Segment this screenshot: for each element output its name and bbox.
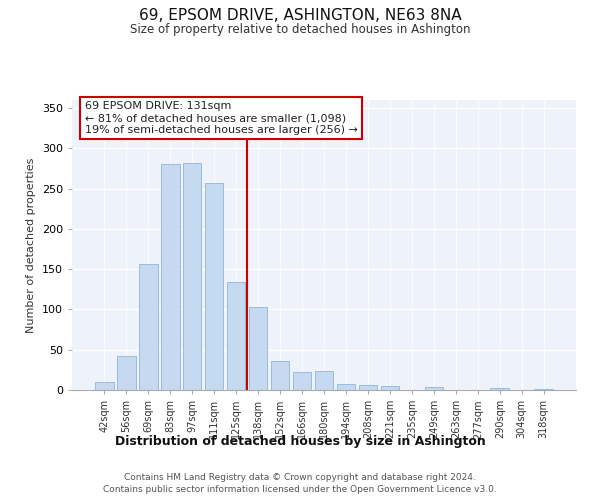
Bar — [380, 386, 399, 390]
Bar — [490, 388, 509, 390]
Text: Size of property relative to detached houses in Ashington: Size of property relative to detached ho… — [130, 22, 470, 36]
Bar — [183, 163, 202, 390]
Bar — [205, 183, 223, 390]
Text: Contains public sector information licensed under the Open Government Licence v3: Contains public sector information licen… — [103, 485, 497, 494]
Bar — [161, 164, 179, 390]
Bar — [95, 382, 113, 390]
Bar — [227, 282, 245, 390]
Bar — [139, 264, 158, 390]
Bar — [535, 389, 553, 390]
Bar — [271, 361, 289, 390]
Bar — [359, 385, 377, 390]
Bar — [425, 387, 443, 390]
Text: Contains HM Land Registry data © Crown copyright and database right 2024.: Contains HM Land Registry data © Crown c… — [124, 472, 476, 482]
Bar — [293, 372, 311, 390]
Text: 69 EPSOM DRIVE: 131sqm
← 81% of detached houses are smaller (1,098)
19% of semi-: 69 EPSOM DRIVE: 131sqm ← 81% of detached… — [85, 102, 358, 134]
Bar — [249, 307, 268, 390]
Text: 69, EPSOM DRIVE, ASHINGTON, NE63 8NA: 69, EPSOM DRIVE, ASHINGTON, NE63 8NA — [139, 8, 461, 22]
Y-axis label: Number of detached properties: Number of detached properties — [26, 158, 36, 332]
Bar — [314, 372, 334, 390]
Bar — [337, 384, 355, 390]
Bar — [117, 356, 136, 390]
Text: Distribution of detached houses by size in Ashington: Distribution of detached houses by size … — [115, 435, 485, 448]
